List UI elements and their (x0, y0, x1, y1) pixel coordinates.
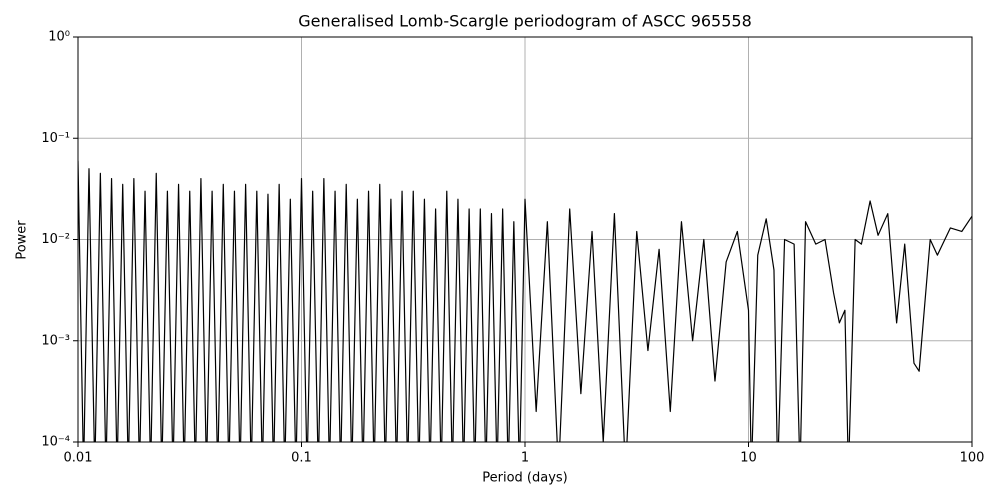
grid (77, 36, 973, 443)
y-axis-label: Power (15, 220, 30, 260)
y-tick-label: 10⁻¹ (41, 131, 70, 146)
x-tick-label: 1 (521, 451, 529, 466)
x-tick-label: 10 (740, 451, 757, 466)
x-tick-label: 100 (960, 451, 985, 466)
x-tick-label: 0.1 (291, 451, 312, 466)
y-tick-label: 10⁻² (41, 232, 70, 247)
chart-title: Generalised Lomb-Scargle periodogram of … (298, 12, 752, 31)
y-tick-label: 10⁻³ (41, 333, 70, 348)
y-tick-label: 10⁰ (48, 30, 70, 45)
x-tick-label: 0.01 (64, 451, 93, 466)
x-axis-label: Period (days) (482, 471, 568, 486)
plot-area (78, 160, 972, 442)
series-line (78, 160, 972, 442)
y-tick-label: 10⁻⁴ (41, 435, 70, 450)
ticks: 0.01 0.1 1 10 100 10⁻⁴ 10⁻³ 10⁻² 10⁻¹ 10⁰ (41, 30, 984, 466)
